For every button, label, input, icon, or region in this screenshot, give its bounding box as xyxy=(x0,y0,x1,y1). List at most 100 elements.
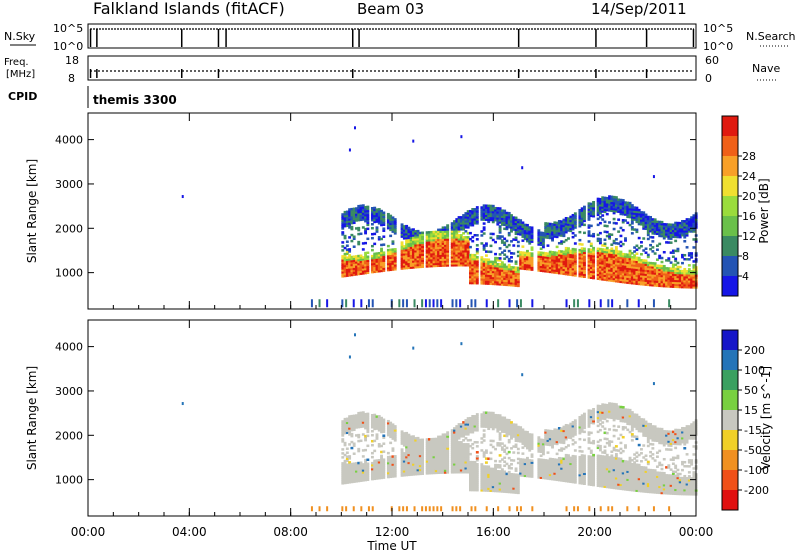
velocity-cell xyxy=(432,439,436,443)
velocity-cell xyxy=(341,430,345,433)
power-cell xyxy=(610,277,614,280)
velocity-cell xyxy=(471,424,475,428)
power-cell xyxy=(455,244,459,247)
velocity-cell xyxy=(450,429,454,432)
velocity-cell xyxy=(412,447,415,450)
power-cell xyxy=(560,220,564,223)
velocity-cell xyxy=(425,454,429,457)
velocity-cell xyxy=(482,439,486,442)
power-cell xyxy=(592,256,596,260)
power-cell xyxy=(649,281,653,285)
velocity-cell xyxy=(380,458,383,462)
power-cell xyxy=(407,230,411,234)
power-cell xyxy=(500,211,504,214)
velocity-cell xyxy=(464,459,468,462)
velocity-cell xyxy=(405,441,409,445)
power-cell xyxy=(599,299,602,308)
power-cell xyxy=(644,259,648,262)
power-cell xyxy=(651,232,655,235)
velocity-cell xyxy=(357,433,361,437)
power-cell xyxy=(341,265,345,268)
velocity-cell xyxy=(357,417,361,421)
power-cell xyxy=(367,299,370,308)
power-cell xyxy=(352,269,356,272)
power-cell xyxy=(361,270,365,273)
power-cell xyxy=(441,250,445,253)
velocity-cell xyxy=(475,425,479,428)
power-cell xyxy=(690,228,694,231)
velocity-cell xyxy=(407,447,411,451)
power-cell xyxy=(318,299,321,308)
velocity-cell xyxy=(359,479,363,482)
velocity-cell xyxy=(457,459,461,462)
power-cell xyxy=(466,242,470,245)
power-cell xyxy=(601,204,605,207)
power-cell xyxy=(373,270,377,274)
power-cell xyxy=(614,266,618,269)
power-cell xyxy=(683,273,687,277)
power-cell xyxy=(380,223,383,227)
velocity-cell xyxy=(439,439,443,442)
velocity-cell xyxy=(510,429,513,432)
velocity-cell xyxy=(414,445,418,448)
velocity-cell xyxy=(412,459,415,462)
velocity-cell xyxy=(434,443,438,447)
power-cell xyxy=(674,231,678,235)
power-cell xyxy=(455,246,459,249)
velocity-cell xyxy=(355,468,358,471)
velocity-cell xyxy=(453,467,456,470)
velocity-cell xyxy=(469,418,472,422)
power-cell xyxy=(343,270,347,274)
power-cell xyxy=(548,226,552,230)
power-cell xyxy=(480,266,484,269)
velocity-cell xyxy=(405,431,409,435)
power-cell xyxy=(439,258,443,261)
power-cell xyxy=(626,259,630,262)
power-cell xyxy=(671,283,675,286)
power-cell xyxy=(437,252,440,256)
power-cell xyxy=(553,263,557,266)
velocity-cell xyxy=(352,468,356,471)
power-cell xyxy=(510,240,513,243)
velocity-cell xyxy=(391,473,395,476)
velocity-cell xyxy=(441,443,445,446)
velocity-cell xyxy=(491,425,495,429)
power-cell xyxy=(658,266,662,270)
power-cell xyxy=(612,269,616,273)
power-cell xyxy=(416,255,420,259)
power-cell xyxy=(619,272,623,276)
power-cell xyxy=(400,243,404,246)
power-cell xyxy=(366,265,370,268)
power-cell xyxy=(389,222,393,226)
power-cell xyxy=(430,244,434,248)
power-cell xyxy=(500,275,504,278)
power-cell xyxy=(480,230,484,233)
power-cell xyxy=(633,246,637,249)
power-cell xyxy=(412,260,415,263)
power-cell xyxy=(578,224,582,228)
power-cell xyxy=(512,280,516,283)
power-cell xyxy=(437,246,440,250)
velocity-cell xyxy=(375,469,379,472)
power-cell xyxy=(348,212,352,215)
power-cell xyxy=(516,280,520,284)
power-cell xyxy=(453,258,456,261)
power-cell xyxy=(653,274,657,277)
power-cell xyxy=(651,224,655,227)
power-cell xyxy=(633,210,637,213)
power-cell xyxy=(393,252,397,255)
power-cell xyxy=(341,271,345,274)
power-cell xyxy=(644,223,648,227)
velocity-cell xyxy=(350,468,354,472)
power-cell xyxy=(526,249,529,253)
velocity-cell xyxy=(359,413,363,417)
velocity-cell xyxy=(510,473,513,476)
velocity-cell xyxy=(389,467,393,471)
power-cell xyxy=(655,266,659,269)
velocity-cell xyxy=(382,428,386,431)
velocity-cell xyxy=(514,425,518,429)
power-cell xyxy=(343,258,347,262)
velocity-cell xyxy=(439,449,443,452)
power-cell xyxy=(500,239,504,242)
power-cell xyxy=(630,277,634,281)
